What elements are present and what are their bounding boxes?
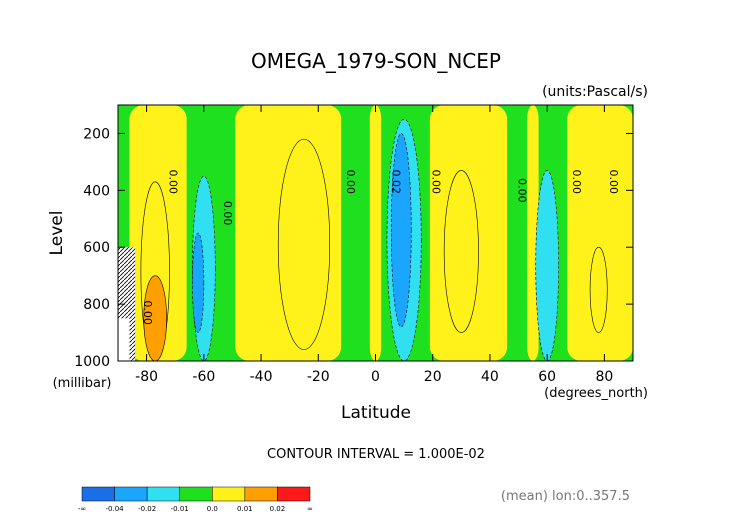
y-tick-label: 800 bbox=[83, 297, 110, 313]
colorbar-swatch bbox=[212, 486, 246, 502]
colorbar-tick-label: -0.01 bbox=[171, 505, 189, 513]
y-axis-ticks: 200 400 600 800 1000 bbox=[74, 126, 633, 370]
colorbar-tick-label: 0.0 bbox=[207, 505, 218, 513]
x-tick-label: 20 bbox=[424, 369, 442, 385]
x-tick-label: -60 bbox=[192, 369, 215, 385]
contour-fill-layer bbox=[118, 105, 633, 361]
colorbar-tick-label: 0.02 bbox=[270, 505, 286, 513]
units-label: (units:Pascal/s) bbox=[542, 84, 648, 100]
colorbar: -∞ -0.04 -0.02 -0.01 0.0 0.01 0.02 ∞ bbox=[78, 486, 313, 513]
contour-fill-band-5 bbox=[567, 105, 633, 361]
y-tick-label: 600 bbox=[83, 240, 110, 256]
chart-title: OMEGA_1979-SON_NCEP bbox=[251, 49, 501, 73]
plot-area: 0.00 0.00 0.00 0.02 0.00 0.00 0.00 0.00 0.00 bbox=[118, 105, 633, 361]
contour-label: 0.00 bbox=[141, 300, 154, 325]
contour-label: 0.02 bbox=[390, 170, 403, 195]
contour-label: 0.00 bbox=[430, 170, 443, 195]
contour-label: 0.00 bbox=[167, 170, 180, 195]
colorbar-tick-label: -0.04 bbox=[106, 505, 125, 513]
x-tick-label: 0 bbox=[371, 369, 380, 385]
x-axis-ticks: -80 -60 -40 -20 0 20 40 60 80 bbox=[135, 105, 613, 385]
colorbar-swatch bbox=[277, 486, 311, 502]
contour-interval-label: CONTOUR INTERVAL = 1.000E-02 bbox=[267, 447, 485, 462]
x-tick-label: -40 bbox=[250, 369, 273, 385]
y-tick-label: 200 bbox=[83, 126, 110, 142]
contour-fill-band-2 bbox=[369, 105, 382, 361]
contour-label-layer: 0.00 0.00 0.00 0.02 0.00 0.00 0.00 0.00 0.00 bbox=[141, 170, 620, 325]
contour-label: 0.00 bbox=[221, 201, 234, 226]
contour-label: 0.00 bbox=[607, 170, 620, 195]
colorbar-tick-label: -∞ bbox=[78, 505, 86, 513]
footnote: (mean) lon:0..357.5 bbox=[501, 489, 630, 504]
y-tick-label: 1000 bbox=[74, 354, 110, 370]
colorbar-swatch bbox=[114, 486, 148, 502]
x-tick-label: -80 bbox=[135, 369, 158, 385]
x-tick-label: 80 bbox=[595, 369, 613, 385]
x-tick-label: -20 bbox=[307, 369, 330, 385]
colorbar-tick-label: 0.01 bbox=[237, 505, 253, 513]
colorbar-swatch bbox=[146, 486, 180, 502]
y-axis-units: (millibar) bbox=[53, 376, 112, 391]
colorbar-tick-label: -0.02 bbox=[138, 505, 156, 513]
contour-label: 0.00 bbox=[516, 178, 529, 203]
contour-region-3 bbox=[390, 133, 412, 328]
missing-data-blank bbox=[118, 318, 130, 361]
y-tick-label: 400 bbox=[83, 183, 110, 199]
contour-region-9 bbox=[143, 275, 167, 361]
contour-region-1 bbox=[192, 232, 205, 333]
colorbar-swatch bbox=[244, 486, 278, 502]
colorbar-swatch bbox=[81, 486, 115, 502]
contour-fill-band-4 bbox=[527, 105, 539, 361]
contour-region-7 bbox=[589, 246, 608, 333]
x-axis-units: (degrees_north) bbox=[544, 386, 648, 401]
x-axis-label: Latitude bbox=[341, 403, 411, 423]
contour-region-5 bbox=[277, 138, 331, 350]
contour-region-4 bbox=[535, 170, 559, 361]
x-tick-label: 40 bbox=[481, 369, 499, 385]
contour-label: 0.00 bbox=[570, 170, 583, 195]
y-axis-label: Level bbox=[47, 211, 67, 256]
contour-region-6 bbox=[443, 170, 479, 333]
colorbar-swatch bbox=[179, 486, 213, 502]
x-tick-label: 60 bbox=[538, 369, 556, 385]
contour-label: 0.00 bbox=[344, 170, 357, 195]
colorbar-tick-label: ∞ bbox=[307, 505, 313, 513]
